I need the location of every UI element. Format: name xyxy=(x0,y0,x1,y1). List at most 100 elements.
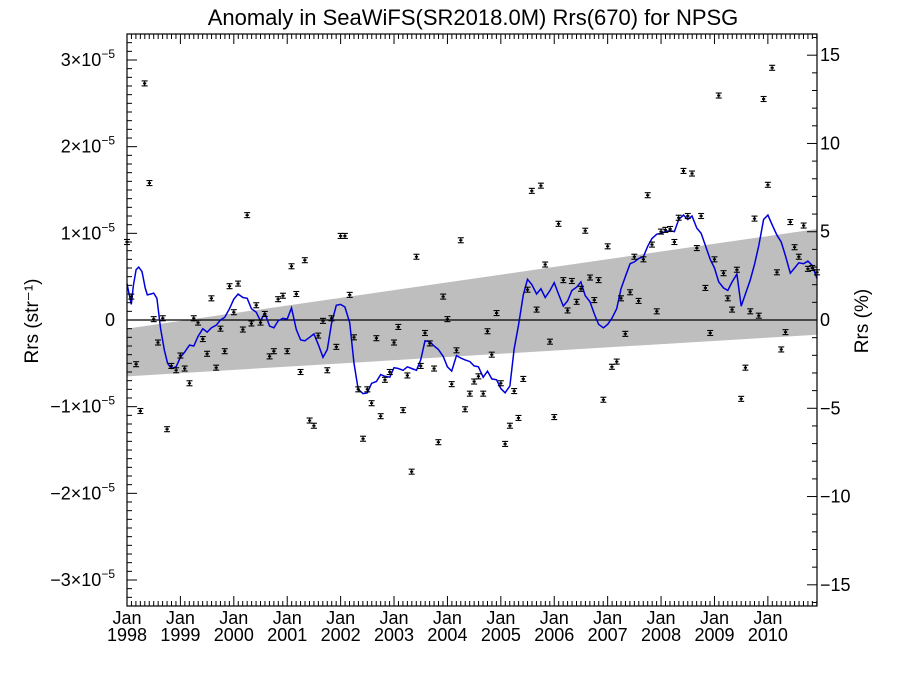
data-point-142 xyxy=(755,312,762,319)
data-point-106 xyxy=(595,277,602,284)
data-point-91 xyxy=(528,187,535,194)
data-point-104 xyxy=(587,274,594,281)
data-point-3 xyxy=(137,407,144,415)
data-point-90 xyxy=(524,286,531,293)
data-point-117 xyxy=(644,192,651,199)
data-point-93 xyxy=(537,182,544,189)
data-point-149 xyxy=(787,219,794,226)
data-point-79 xyxy=(475,373,482,380)
data-point-128 xyxy=(693,245,700,252)
x-tick-label-year: 2005 xyxy=(481,625,521,645)
y-right-tick-label: 10 xyxy=(820,133,840,153)
y-left-tick-label: 3×10−5 xyxy=(61,47,116,70)
x-tick-label-month: Jan xyxy=(326,608,355,628)
data-point-27 xyxy=(244,212,251,219)
data-point-63 xyxy=(404,372,411,379)
data-point-98 xyxy=(560,277,567,284)
data-point-116 xyxy=(640,256,647,263)
data-point-101 xyxy=(573,298,580,305)
trend-band xyxy=(127,229,817,377)
data-point-81 xyxy=(484,328,491,335)
data-point-97 xyxy=(555,220,562,227)
data-point-103 xyxy=(582,227,589,234)
data-point-105 xyxy=(591,297,598,304)
data-point-74 xyxy=(453,347,460,354)
data-point-137 xyxy=(733,266,740,273)
data-point-28 xyxy=(248,320,255,327)
data-point-107 xyxy=(600,396,607,403)
data-point-5 xyxy=(146,180,153,187)
data-point-102 xyxy=(577,285,584,292)
data-point-15 xyxy=(190,315,197,322)
data-point-54 xyxy=(364,386,371,393)
y-axis-left-ticks: 3×10−5 2×10−5 1×10−5 0 −1×10−5 −2×10−5 −3×10−5 xyxy=(50,42,137,598)
data-point-94 xyxy=(542,261,549,268)
data-point-49 xyxy=(341,232,348,239)
x-tick-label-month: Jan xyxy=(593,608,622,628)
data-point-18 xyxy=(204,350,211,357)
x-tick-label-year: 2001 xyxy=(267,625,307,645)
data-point-61 xyxy=(395,323,402,330)
data-point-64 xyxy=(408,468,415,475)
x-tick-label-year: 2009 xyxy=(694,625,734,645)
data-point-4 xyxy=(141,80,148,87)
data-point-69 xyxy=(431,365,438,372)
data-point-123 xyxy=(671,238,678,246)
data-point-47 xyxy=(333,343,340,350)
data-point-126 xyxy=(684,212,691,220)
data-point-152 xyxy=(800,222,807,229)
data-point-2 xyxy=(133,361,140,368)
data-point-68 xyxy=(426,340,433,347)
y-left-tick-label: 0 xyxy=(105,310,115,330)
running-mean-line xyxy=(126,213,818,395)
y-left-tick-label: 1×10−5 xyxy=(61,220,116,243)
data-point-45 xyxy=(324,367,331,374)
x-tick-label-year: 2006 xyxy=(534,625,574,645)
data-point-42 xyxy=(310,422,317,429)
data-point-40 xyxy=(301,257,308,264)
data-point-76 xyxy=(462,406,469,413)
data-point-138 xyxy=(738,395,745,402)
data-point-133 xyxy=(715,92,722,99)
data-point-19 xyxy=(208,295,215,302)
data-point-83 xyxy=(493,310,500,317)
x-tick-label-month: Jan xyxy=(433,608,462,628)
data-point-14 xyxy=(186,380,193,387)
data-point-82 xyxy=(488,351,495,358)
y-left-tick-label: 2×10−5 xyxy=(61,134,116,157)
data-point-84 xyxy=(497,380,504,387)
data-point-65 xyxy=(413,253,420,260)
data-point-141 xyxy=(751,215,758,222)
x-tick-label-month: Jan xyxy=(166,608,195,628)
data-point-67 xyxy=(422,329,429,337)
data-point-17 xyxy=(199,336,206,343)
data-point-136 xyxy=(729,306,736,313)
data-point-25 xyxy=(235,280,242,287)
x-tick-label-year: 2000 xyxy=(214,625,254,645)
data-point-119 xyxy=(653,308,660,315)
data-point-20 xyxy=(213,364,220,371)
y-axis-right-label: Rrs (%) xyxy=(852,289,873,353)
x-axis-ticks: Jan1998Jan1999Jan2000Jan2001Jan2002Jan20… xyxy=(107,34,818,645)
data-point-39 xyxy=(297,368,304,376)
data-point-44 xyxy=(319,317,326,324)
data-point-127 xyxy=(689,170,696,177)
x-tick-label-month: Jan xyxy=(753,608,782,628)
data-point-122 xyxy=(667,225,674,233)
running-mean-layer xyxy=(126,213,818,395)
data-point-111 xyxy=(618,295,625,302)
data-point-80 xyxy=(480,390,487,397)
data-point-129 xyxy=(698,212,705,220)
data-point-29 xyxy=(253,302,260,309)
x-tick-label-year: 2010 xyxy=(748,625,788,645)
data-point-7 xyxy=(154,339,161,346)
data-point-8 xyxy=(159,315,166,322)
data-point-62 xyxy=(400,407,407,414)
data-point-125 xyxy=(680,167,687,174)
y-axis-left-label: Rrs (str⁻¹) xyxy=(22,279,43,364)
data-point-53 xyxy=(360,435,367,442)
x-tick-label-month: Jan xyxy=(700,608,729,628)
x-tick-label-year: 2008 xyxy=(641,625,681,645)
data-point-23 xyxy=(226,283,233,290)
data-point-150 xyxy=(791,244,798,251)
